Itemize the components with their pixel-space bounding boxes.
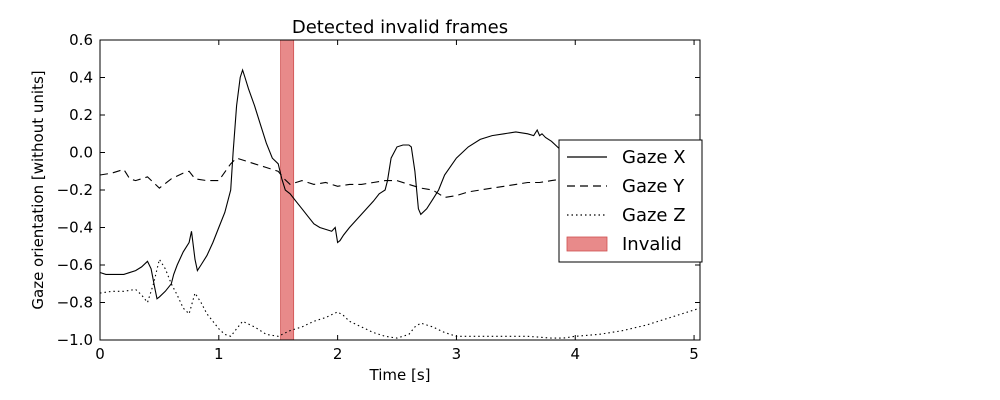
series-line-gaze-x xyxy=(99,68,564,300)
y-tick-label: 0.2 xyxy=(69,106,93,124)
chart-title: Detected invalid frames xyxy=(292,17,508,38)
legend-label: Gaze Z xyxy=(622,205,686,226)
y-tick-label: 0.6 xyxy=(69,31,93,49)
series-line-gaze-z xyxy=(99,258,701,339)
x-tick-label: 3 xyxy=(452,345,462,363)
legend-swatch-invalid xyxy=(566,236,608,252)
series-line-gaze-y xyxy=(99,157,576,199)
x-tick-label: 1 xyxy=(214,345,224,363)
legend: Gaze X Gaze Y Gaze Z Invalid xyxy=(558,139,703,263)
y-tick-label: −0.4 xyxy=(57,219,93,237)
y-tick-label: 0.4 xyxy=(69,69,93,87)
x-tick-label: 5 xyxy=(689,345,699,363)
legend-label: Invalid xyxy=(622,234,682,255)
x-tick-label: 4 xyxy=(570,345,580,363)
x-tick-label: 2 xyxy=(333,345,343,363)
y-axis-title: Gaze orientation [without units] xyxy=(29,70,47,309)
invalid-band xyxy=(280,39,295,341)
y-tick-label: −1.0 xyxy=(57,331,93,349)
y-tick-label: 0.0 xyxy=(69,144,93,162)
x-axis-title: Time [s] xyxy=(369,366,431,384)
y-tick-label: −0.2 xyxy=(57,181,93,199)
y-tick-label: −0.8 xyxy=(57,294,93,312)
y-tick-label: −0.6 xyxy=(57,256,93,274)
legend-label: Gaze X xyxy=(622,147,686,168)
x-tick-label: 0 xyxy=(95,345,105,363)
legend-label: Gaze Y xyxy=(622,176,685,197)
